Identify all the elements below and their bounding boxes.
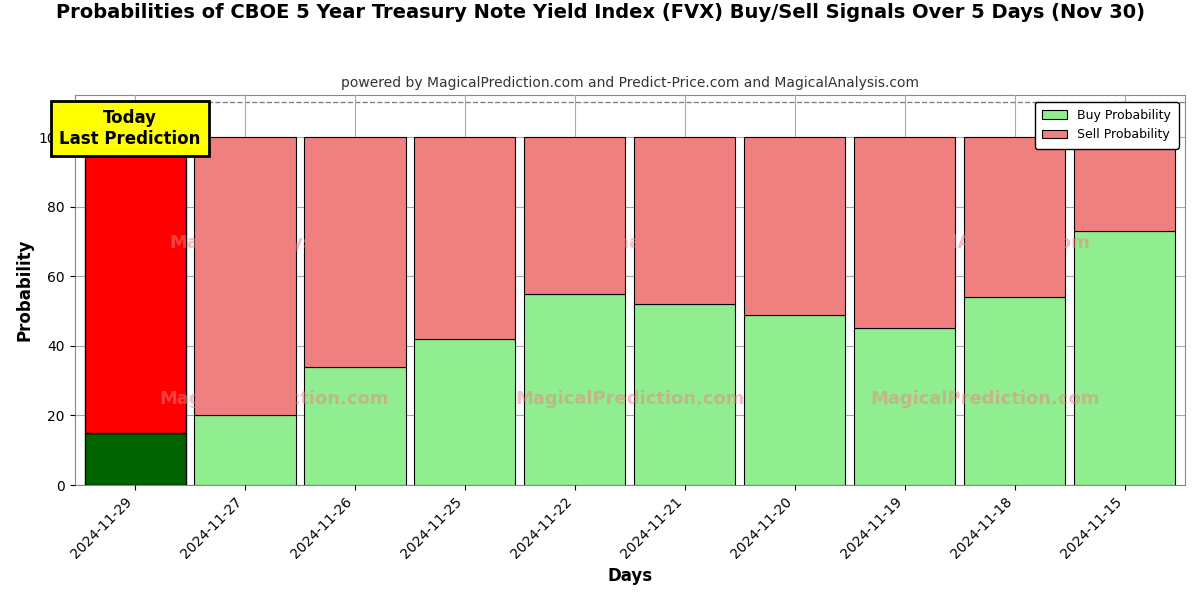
Bar <box>854 137 955 328</box>
Bar <box>635 304 736 485</box>
Legend: Buy Probability, Sell Probability: Buy Probability, Sell Probability <box>1034 101 1178 149</box>
Text: Today
Last Prediction: Today Last Prediction <box>59 109 200 148</box>
Text: MagicalAnalysis.com: MagicalAnalysis.com <box>524 235 734 253</box>
Text: MagicalAnalysis.com: MagicalAnalysis.com <box>169 235 379 253</box>
Bar <box>854 328 955 485</box>
Bar <box>414 339 516 485</box>
Text: MagicalPrediction.com: MagicalPrediction.com <box>160 391 389 409</box>
Bar <box>194 137 295 415</box>
Bar <box>744 137 845 314</box>
Bar <box>524 293 625 485</box>
Bar <box>524 137 625 293</box>
Bar <box>84 433 186 485</box>
Text: MagicalAnalysis.com: MagicalAnalysis.com <box>881 235 1090 253</box>
Bar <box>964 137 1066 297</box>
Y-axis label: Probability: Probability <box>16 239 34 341</box>
Bar <box>744 314 845 485</box>
X-axis label: Days: Days <box>607 567 653 585</box>
Bar <box>635 137 736 304</box>
Bar <box>194 415 295 485</box>
Bar <box>964 297 1066 485</box>
Text: Probabilities of CBOE 5 Year Treasury Note Yield Index (FVX) Buy/Sell Signals Ov: Probabilities of CBOE 5 Year Treasury No… <box>55 3 1145 22</box>
Bar <box>1074 137 1175 231</box>
Bar <box>414 137 516 339</box>
Text: MagicalPrediction.com: MagicalPrediction.com <box>515 391 744 409</box>
Bar <box>305 367 406 485</box>
Text: MagicalPrediction.com: MagicalPrediction.com <box>870 391 1100 409</box>
Title: powered by MagicalPrediction.com and Predict-Price.com and MagicalAnalysis.com: powered by MagicalPrediction.com and Pre… <box>341 76 919 90</box>
Bar <box>305 137 406 367</box>
Bar <box>1074 231 1175 485</box>
Bar <box>84 137 186 433</box>
